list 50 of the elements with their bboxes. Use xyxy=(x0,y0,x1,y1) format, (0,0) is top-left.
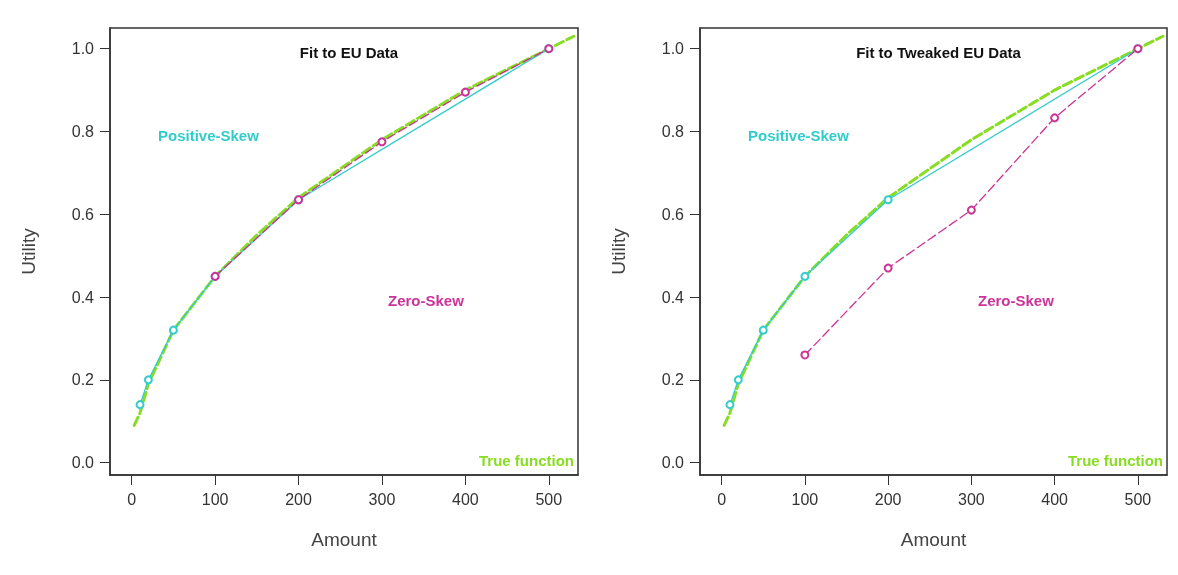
point xyxy=(883,263,893,273)
point xyxy=(143,375,153,385)
text: True function xyxy=(479,451,574,469)
y-tick-label: 1.0 xyxy=(661,40,685,58)
point xyxy=(460,87,470,97)
point xyxy=(883,195,893,205)
point xyxy=(733,375,743,385)
x-tick-label: 100 xyxy=(201,490,229,508)
y-tick-label: 0.4 xyxy=(661,288,685,306)
point xyxy=(800,350,810,360)
y-tick-label: 0.8 xyxy=(661,122,685,140)
y-tick-label: 0.6 xyxy=(71,205,95,223)
x-tick-label: 500 xyxy=(1124,490,1152,508)
point xyxy=(168,325,178,335)
x-tick-label: 100 xyxy=(791,490,819,508)
point xyxy=(800,271,810,281)
text: Zero-Skew xyxy=(978,291,1055,309)
text: Fit to Tweaked EU Data xyxy=(856,44,1022,61)
y-axis-title: Utility xyxy=(608,227,629,275)
x-tick-label: 200 xyxy=(285,490,312,508)
text: Fit to EU Data xyxy=(299,44,399,61)
x-tick-label: 300 xyxy=(958,490,985,508)
point xyxy=(966,205,976,215)
x-tick-label: 300 xyxy=(368,490,396,508)
point xyxy=(758,325,768,335)
y-tick-label: 0.2 xyxy=(661,371,685,389)
point xyxy=(1050,113,1060,123)
text: Zero-Skew xyxy=(388,291,465,309)
x-tick-label: 0 xyxy=(717,490,727,508)
y-tick-label: 0.2 xyxy=(71,371,95,389)
text: True function xyxy=(1068,451,1163,469)
x-axis-title: Amount xyxy=(311,529,378,550)
y-tick-label: 0.0 xyxy=(661,454,685,472)
x-tick-label: 500 xyxy=(535,490,563,508)
x-tick-label: 400 xyxy=(1041,490,1069,508)
point xyxy=(725,400,735,410)
y-tick-label: 1.0 xyxy=(71,40,95,58)
text: Positive-Skew xyxy=(158,126,260,144)
x-axis-title: Amount xyxy=(900,529,967,550)
x-tick-label: 400 xyxy=(452,490,479,508)
x-tick-label: 0 xyxy=(127,490,137,508)
y-tick-label: 0.8 xyxy=(71,122,95,140)
y-axis-title: Utility xyxy=(18,227,39,275)
x-tick-label: 200 xyxy=(874,490,902,508)
point xyxy=(377,137,387,147)
point xyxy=(135,400,145,410)
text: Positive-Skew xyxy=(748,126,850,144)
y-tick-label: 0.4 xyxy=(71,288,95,306)
y-tick-label: 0.6 xyxy=(661,205,685,223)
y-tick-label: 0.0 xyxy=(71,454,95,472)
